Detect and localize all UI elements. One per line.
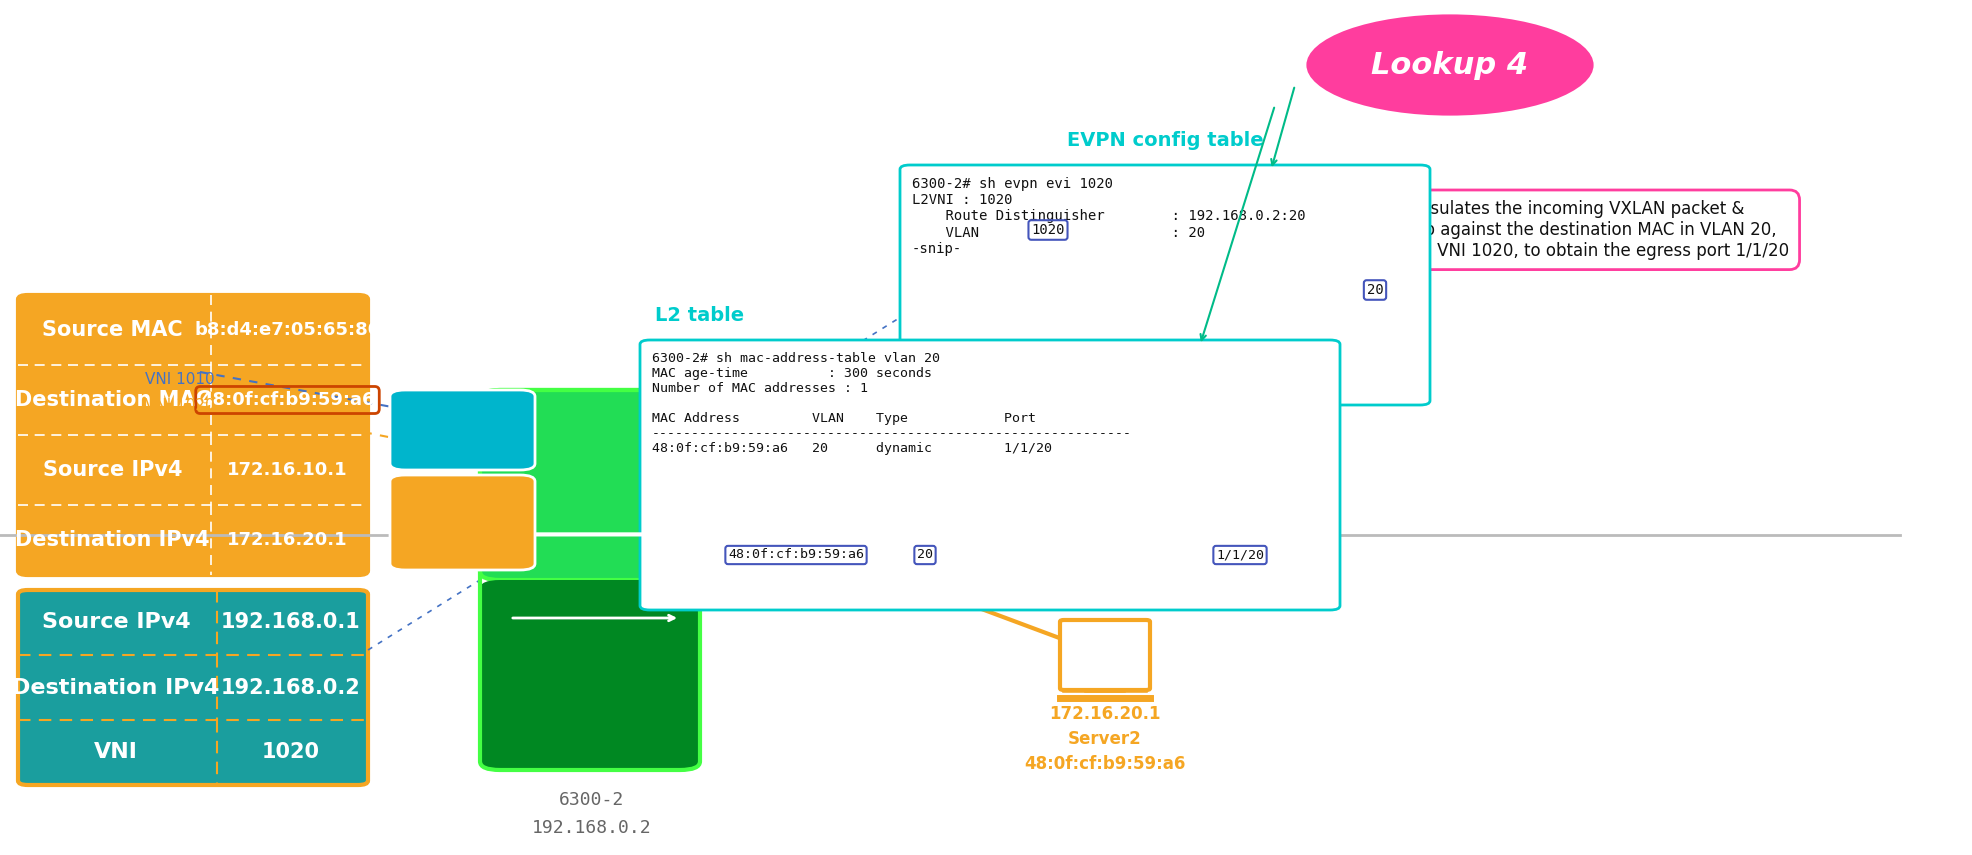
FancyBboxPatch shape (390, 390, 534, 470)
Text: 6300-2# sh evpn evi 1020
L2VNI : 1020
    Route Distinguisher        : 192.168.0: 6300-2# sh evpn evi 1020 L2VNI : 1020 Ro… (911, 177, 1305, 256)
Text: VXLAN: VXLAN (424, 420, 503, 440)
Text: 6300-2: 6300-2 (560, 791, 625, 809)
FancyBboxPatch shape (390, 475, 534, 570)
Text: 48:0f:cf:b9:59:a6: 48:0f:cf:b9:59:a6 (728, 549, 864, 562)
Text: Source IPv4: Source IPv4 (41, 612, 191, 633)
FancyBboxPatch shape (479, 580, 700, 770)
Text: 48:0f:cf:b9:59:a6: 48:0f:cf:b9:59:a6 (201, 391, 375, 409)
Text: Destination IPv4: Destination IPv4 (12, 677, 219, 698)
Text: Source IPv4: Source IPv4 (43, 460, 181, 480)
Text: 6300-2# sh mac-address-table vlan 20
MAC age-time          : 300 seconds
Number : 6300-2# sh mac-address-table vlan 20 MAC… (653, 352, 1132, 455)
Text: VNI 1010: VNI 1010 (146, 373, 215, 387)
Text: L2 table: L2 table (655, 306, 743, 325)
Text: 48:0f:cf:b9:59:a6: 48:0f:cf:b9:59:a6 (1023, 755, 1185, 773)
FancyBboxPatch shape (1061, 620, 1150, 690)
Text: 1/1/20: 1/1/20 (1217, 549, 1264, 562)
Text: 20: 20 (1367, 283, 1384, 297)
Text: 6300-2 decapsulates the incoming VXLAN packet &
performs a lookup against the de: 6300-2 decapsulates the incoming VXLAN p… (1270, 200, 1789, 260)
Text: Source MAC: Source MAC (41, 320, 183, 340)
Text: VNI 1020: VNI 1020 (146, 398, 215, 412)
Text: Server2: Server2 (1069, 730, 1142, 748)
Text: 172.16.20.1: 172.16.20.1 (1049, 705, 1162, 723)
Text: b8:d4:e7:05:65:80: b8:d4:e7:05:65:80 (195, 321, 381, 339)
Text: EVPN config table: EVPN config table (1067, 131, 1264, 150)
Text: 192.168.0.1: 192.168.0.1 (221, 612, 361, 633)
FancyBboxPatch shape (18, 590, 369, 785)
FancyBboxPatch shape (479, 390, 700, 580)
Text: 20: 20 (917, 549, 933, 562)
Text: 172.16.10.1: 172.16.10.1 (227, 461, 347, 479)
FancyBboxPatch shape (18, 295, 369, 575)
Text: Destination IPv4: Destination IPv4 (16, 530, 209, 550)
Text: 192.168.0.2: 192.168.0.2 (221, 677, 361, 698)
Text: ICMP Echo
Request: ICMP Echo Request (406, 502, 519, 543)
Text: 1020: 1020 (262, 742, 319, 763)
Text: Lookup 4: Lookup 4 (1371, 50, 1528, 80)
FancyBboxPatch shape (899, 165, 1430, 405)
Text: Destination MAC: Destination MAC (14, 390, 211, 410)
Ellipse shape (1305, 13, 1595, 117)
FancyBboxPatch shape (641, 340, 1341, 610)
Text: VNI: VNI (95, 742, 138, 763)
Text: 192.168.0.2: 192.168.0.2 (532, 819, 653, 837)
Text: 172.16.20.1: 172.16.20.1 (227, 531, 347, 549)
Text: 1020: 1020 (1031, 223, 1065, 237)
Text: 1/1/20: 1/1/20 (680, 551, 740, 569)
